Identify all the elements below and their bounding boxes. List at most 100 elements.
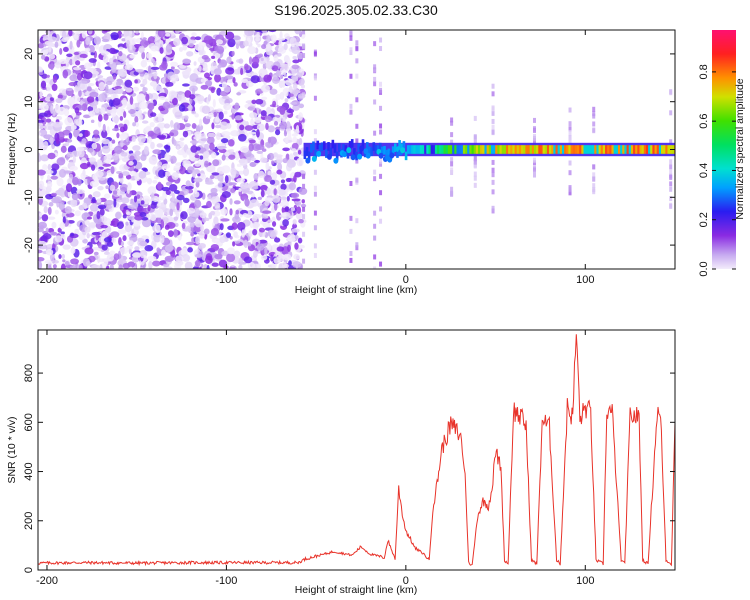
spectrogram-noise-blob — [252, 221, 260, 228]
spectrogram-carrier-cell — [404, 151, 408, 161]
spectrogram-carrier-cell — [594, 145, 597, 154]
spectrogram-noise-blob — [142, 87, 148, 92]
spectrogram-noise-blob — [120, 151, 128, 157]
spectrogram-noise-blob — [173, 228, 178, 238]
spectrogram-noise-blob — [121, 156, 130, 163]
spectrogram-streak — [373, 176, 377, 182]
spectrogram-noise-blob — [191, 123, 197, 129]
spectrogram-noise-blob — [192, 169, 197, 178]
spectrogram-noise-blob — [67, 190, 72, 198]
spectrogram-streak — [491, 159, 495, 165]
spectrogram-noise-blob — [300, 84, 306, 89]
spectrogram-noise-blob — [138, 45, 145, 53]
spectrogram-noise-blob — [236, 177, 246, 183]
spectrogram-noise-blob — [129, 266, 133, 269]
spectrogram-carrier-blob — [350, 154, 356, 161]
spectrogram-carrier-cell — [572, 145, 576, 154]
spectrogram-noise-blob — [126, 58, 130, 66]
spectrogram-carrier-blob — [333, 157, 339, 164]
spectrogram-noise-blob — [122, 235, 127, 242]
spectrogram-noise-blob — [103, 258, 109, 266]
spectrogram-noise-blob — [178, 104, 186, 112]
spectrogram-carrier-cell — [566, 145, 569, 154]
spectrogram-carrier-cell — [648, 145, 651, 154]
spectrogram-carrier-cell — [465, 145, 468, 154]
spectrogram-streak — [450, 139, 454, 145]
spectrogram-noise-blob — [81, 138, 87, 145]
spectrogram-streak — [313, 185, 317, 191]
spectrogram-noise-blob — [59, 47, 63, 55]
spectrogram-noise-blob — [100, 50, 109, 56]
spectrogram-carrier-cell — [378, 142, 382, 152]
spectrogram-noise-blob — [121, 197, 130, 204]
spectrogram-streak — [313, 191, 317, 197]
spectrogram-noise-blob — [214, 73, 221, 83]
spectrogram-noise-blob — [85, 36, 90, 46]
spectrogram-noise-blob — [52, 264, 57, 269]
spectrogram-noise-blob — [267, 170, 272, 176]
spectrogram-noise-blob — [202, 67, 209, 72]
spectrogram-noise-blob — [38, 42, 45, 49]
spectrogram-noise-blob — [120, 241, 125, 247]
spectrogram-noise-blob — [225, 31, 235, 40]
figure-title: S196.2025.305.02.33.C30 — [274, 2, 438, 18]
spectrogram-streak — [592, 189, 596, 195]
spectrogram-noise-blob — [83, 71, 93, 80]
spectrogram-noise-blob — [221, 130, 231, 137]
spectrogram-noise-blob — [81, 30, 87, 39]
spectrogram-noise-blob — [262, 62, 267, 71]
spectrogram-noise-blob — [184, 261, 193, 269]
spectrogram-streak — [355, 242, 359, 248]
spectrogram-noise-blob — [292, 151, 299, 156]
spectrogram-noise-blob — [79, 162, 89, 170]
spectrogram-streak — [473, 162, 477, 168]
spectrogram-carrier-cell — [570, 145, 574, 154]
spectrogram-noise-blob — [256, 150, 264, 155]
spectrogram-noise-blob — [99, 208, 105, 216]
spectrogram-streak — [473, 175, 477, 181]
spectrogram-noise-blob — [84, 130, 89, 138]
spectrogram-noise-blob — [200, 84, 209, 90]
spectrogram-noise-blob — [146, 177, 153, 185]
spectrogram-carrier-cell — [643, 145, 647, 154]
spectrogram-noise-blob — [255, 98, 264, 105]
spectrogram-noise-blob — [90, 164, 96, 171]
spectrogram-noise-blob — [38, 66, 44, 74]
spectrogram-noise-blob — [114, 61, 121, 66]
spectrogram-noise-blob — [87, 176, 91, 186]
spectrogram-noise-blob — [164, 244, 174, 253]
spectrogram-noise-blob — [59, 221, 66, 230]
spectrogram-noise-blob — [58, 254, 62, 259]
spectrogram-noise-blob — [132, 145, 141, 151]
spectrogram-noise-blob — [258, 170, 265, 179]
spectrogram-noise-blob — [296, 206, 302, 214]
spectrogram-streak — [533, 126, 537, 132]
spectrogram-noise-blob — [230, 130, 240, 137]
spectrogram-noise-blob — [66, 53, 73, 58]
spectrogram-noise-blob — [203, 228, 210, 235]
spectrogram-noise-blob — [73, 51, 80, 56]
spectrogram-carrier-blob — [316, 150, 322, 157]
spectrogram-streak — [355, 245, 359, 251]
spectrogram-carrier-cell — [391, 146, 395, 155]
spectrogram-noise-blob — [221, 95, 230, 100]
spectrogram-carrier-cell — [620, 145, 623, 154]
snr-x-tick-label: 100 — [576, 575, 594, 587]
spectrogram-carrier-cell — [312, 141, 315, 151]
spectrogram-noise-blob — [147, 65, 152, 74]
spectrogram-noise-blob — [171, 172, 179, 181]
spectrogram-noise-blob — [284, 98, 289, 103]
spectrogram-streak — [491, 124, 495, 130]
spectrogram-noise-blob — [194, 187, 198, 195]
spectrogram-noise-blob — [141, 217, 149, 221]
spectrogram-noise-blob — [70, 258, 79, 265]
spectrogram-noise-blob — [96, 210, 101, 220]
spectrogram-noise-blob — [137, 135, 146, 144]
spectrogram-noise-blob — [58, 168, 67, 178]
spectrogram-noise-blob — [54, 235, 63, 243]
spectrogram-noise-blob — [49, 97, 54, 102]
spectrogram-streak — [491, 208, 495, 214]
spectrogram-noise-blob — [214, 117, 220, 123]
spectrogram-carrier-blob — [389, 152, 395, 159]
spectrogram-noise-blob — [119, 126, 126, 133]
